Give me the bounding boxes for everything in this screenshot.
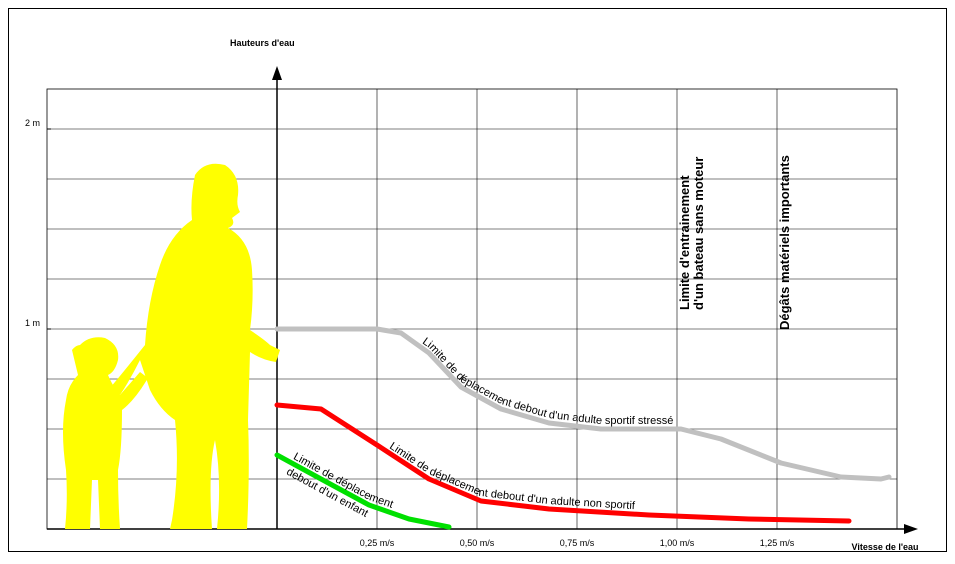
annotation: d'un bateau sans moteur	[691, 157, 706, 310]
series-line	[274, 326, 892, 482]
adult-silhouette	[110, 163, 280, 529]
series-line	[274, 402, 852, 524]
y-axis-arrow	[272, 66, 282, 80]
annotation: Limite d'entrainement	[677, 175, 692, 310]
silhouettes	[63, 163, 280, 529]
grid: 1 m 2 m 0,25 m/s 0,50 m/s 0,75 m/s 1,00 m/s 1,…	[25, 66, 918, 548]
plot: Limite de déplacement debout d'un adulte…	[274, 155, 892, 530]
annotation: Dégâts matériels importants	[777, 155, 792, 330]
frame	[8, 8, 947, 552]
x-axis-title: Vitesse de l'eau	[851, 542, 918, 552]
y-tick-label: 1 m	[25, 318, 40, 328]
x-tick-label: 0,25 m/s	[360, 538, 395, 548]
series-line	[274, 452, 452, 530]
child-silhouette	[63, 337, 148, 529]
x-axis-arrow	[904, 524, 918, 534]
x-tick-label: 0,50 m/s	[460, 538, 495, 548]
x-tick-label: 0,75 m/s	[560, 538, 595, 548]
y-axis-title: Hauteurs d'eau	[230, 38, 295, 48]
x-tick-label: 1,00 m/s	[660, 538, 695, 548]
series-label-text: Limite de déplacement debout d'un adulte…	[420, 336, 673, 427]
series-label: Limite de déplacement debout d'un adulte…	[420, 336, 673, 427]
y-tick-label: 2 m	[25, 118, 40, 128]
x-tick-label: 1,25 m/s	[760, 538, 795, 548]
